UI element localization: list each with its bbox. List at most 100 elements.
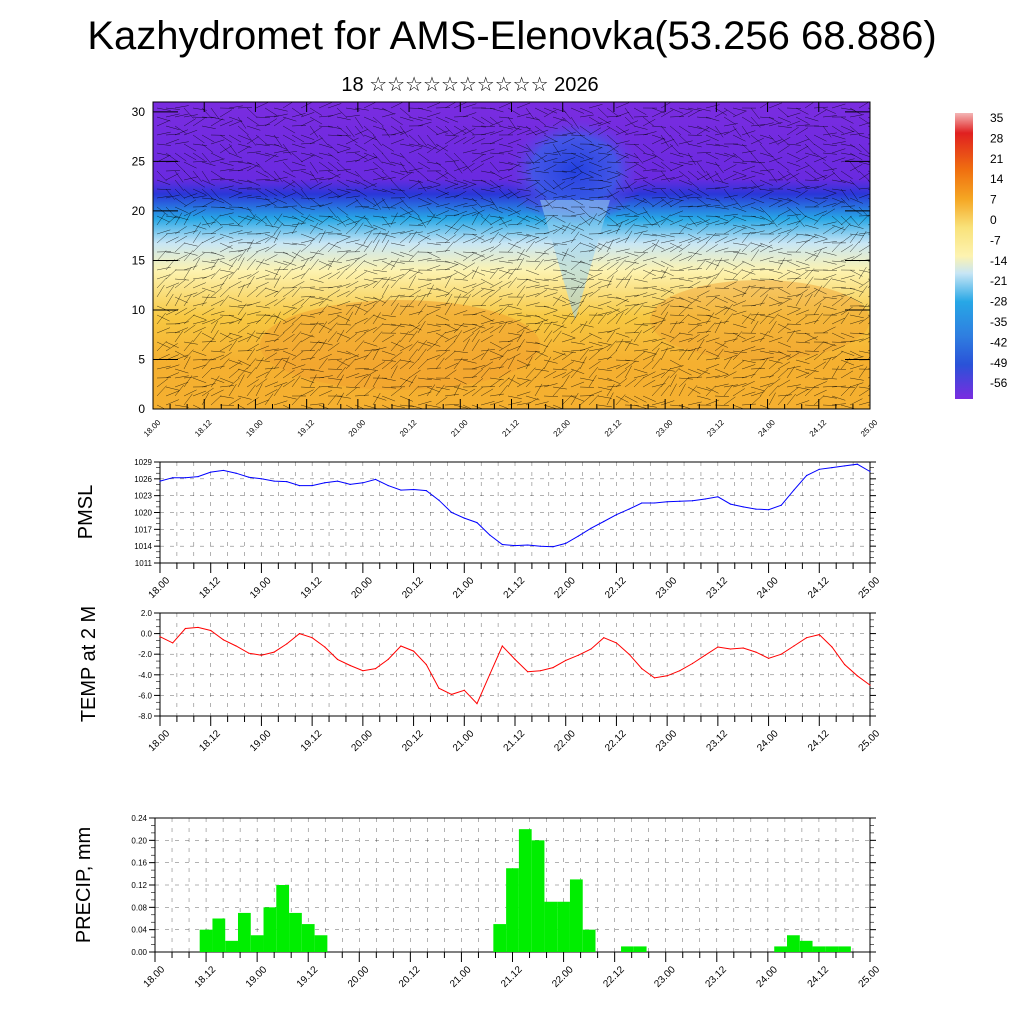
wind-barb xyxy=(192,160,207,163)
wind-barb xyxy=(453,323,468,328)
wind-barb xyxy=(498,377,510,388)
wind-barb xyxy=(381,395,396,402)
temp-point xyxy=(400,645,402,647)
wind-barb xyxy=(435,143,449,152)
wind-barb xyxy=(417,257,432,262)
wind-barb xyxy=(435,384,445,397)
wind-barb xyxy=(534,278,549,282)
wind-barb xyxy=(588,147,602,154)
wind-barb xyxy=(813,152,826,161)
wind-barb xyxy=(363,168,378,172)
wind-barb xyxy=(291,281,305,289)
wind-barb xyxy=(426,112,441,118)
wind-barb xyxy=(804,134,815,146)
wind-barb xyxy=(669,242,683,250)
wind-barb xyxy=(570,143,584,151)
wind-barb xyxy=(777,233,789,244)
wind-barb xyxy=(345,179,360,184)
wind-barb xyxy=(390,260,405,264)
wind-barb xyxy=(660,303,670,316)
wind-barb xyxy=(300,119,314,127)
wind-barb xyxy=(651,197,666,199)
wind-barb xyxy=(489,161,500,173)
wind-barb xyxy=(804,268,815,280)
temp-point xyxy=(514,658,516,660)
wind-barb xyxy=(543,395,558,397)
wind-barb xyxy=(642,131,657,136)
wind-barb xyxy=(669,219,683,226)
wind-barb xyxy=(417,179,427,192)
wind-barb xyxy=(174,350,188,358)
wind-barb xyxy=(210,170,223,179)
wind-barb xyxy=(642,179,656,188)
wind-barb xyxy=(219,343,233,352)
wind-barb xyxy=(228,152,243,159)
wind-barb xyxy=(408,243,421,253)
wind-barb xyxy=(219,287,231,298)
precip-xtick-label: 25.00 xyxy=(857,964,883,990)
wind-barb xyxy=(642,350,657,355)
wind-barb xyxy=(849,269,863,277)
wind-barb xyxy=(246,125,261,131)
wind-barb xyxy=(705,363,720,370)
wind-barb xyxy=(291,206,304,216)
wind-barb xyxy=(399,344,413,352)
wind-barb xyxy=(471,188,484,198)
wind-barb xyxy=(273,113,288,118)
pmsl-point xyxy=(425,490,427,492)
wind-barb xyxy=(156,188,171,191)
wind-barb xyxy=(246,330,256,343)
wind-barb xyxy=(705,187,720,190)
wind-barb xyxy=(579,249,594,253)
wind-barb xyxy=(363,327,377,334)
wind-barb xyxy=(552,260,567,266)
wind-barb xyxy=(354,107,369,111)
wind-barb xyxy=(471,206,483,217)
wind-barb xyxy=(435,233,449,241)
wind-barb xyxy=(372,197,381,210)
wind-barb xyxy=(750,116,761,128)
wind-barb xyxy=(750,367,761,379)
wind-barb xyxy=(165,293,174,307)
wind-barb xyxy=(651,287,666,292)
wind-barb xyxy=(777,296,792,300)
wind-barb xyxy=(363,386,375,397)
wind-barb xyxy=(561,269,576,276)
wind-barb xyxy=(534,383,543,397)
wind-barb xyxy=(444,329,459,334)
temp-point xyxy=(260,654,263,656)
wind-barb xyxy=(759,191,773,199)
colorbar-label: 35 xyxy=(990,111,1004,125)
wind-barb xyxy=(165,194,180,199)
wind-barb xyxy=(318,385,333,388)
wind-barb xyxy=(831,341,846,343)
wind-barb xyxy=(525,206,540,212)
wind-barb xyxy=(390,365,398,379)
wind-barb xyxy=(399,210,414,217)
wind-barb xyxy=(606,237,621,244)
wind-barb xyxy=(651,276,666,280)
wind-barb xyxy=(606,377,620,384)
precip-ylabel: PRECIP, mm xyxy=(73,827,95,943)
wind-barb xyxy=(219,185,234,190)
wind-barb xyxy=(363,349,374,361)
wind-barb xyxy=(507,210,521,217)
wind-barb xyxy=(759,404,772,409)
wind-barb xyxy=(615,298,629,307)
wind-barb xyxy=(687,251,702,255)
wind-barb xyxy=(858,303,868,316)
wind-barb xyxy=(633,251,648,254)
pmsl-xtick-label: 19.00 xyxy=(248,575,274,601)
wind-barb xyxy=(786,206,798,217)
pmsl-point xyxy=(527,544,529,546)
wind-barb xyxy=(210,375,220,388)
wind-barb xyxy=(849,143,862,153)
precip-bar xyxy=(582,929,596,952)
wind-barb xyxy=(516,377,531,381)
wind-barb xyxy=(246,134,257,146)
wind-barb xyxy=(786,384,801,388)
wind-barb xyxy=(669,200,683,208)
pmsl-xtick-label: 18.00 xyxy=(147,575,173,601)
wind-barb xyxy=(624,215,639,218)
wind-barb xyxy=(282,181,295,190)
